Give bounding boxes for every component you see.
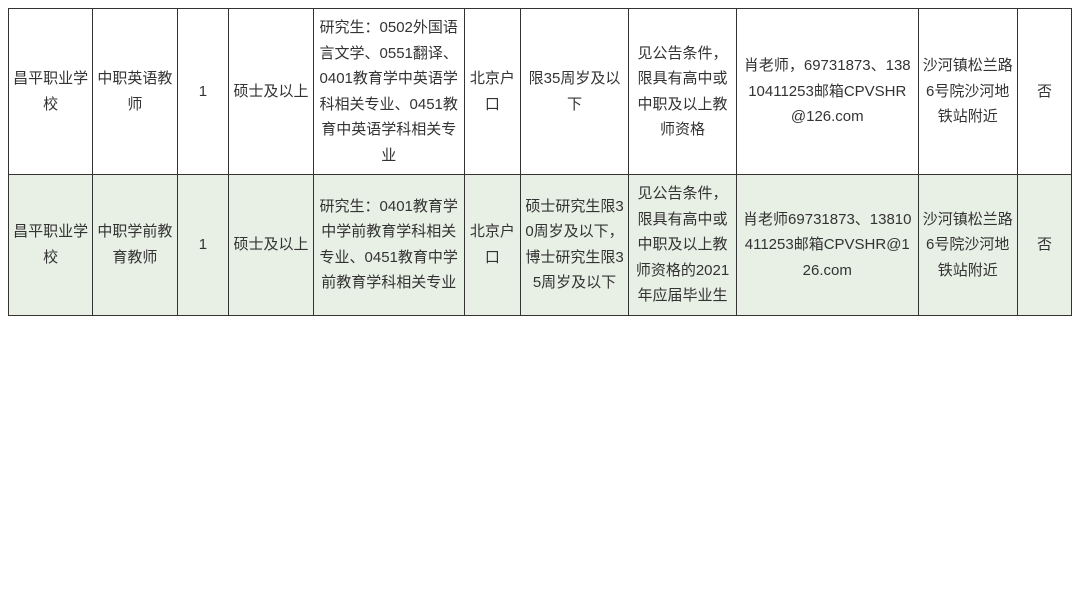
cell-degree: 硕士及以上 (229, 175, 313, 316)
cell-address: 沙河镇松兰路6号院沙河地铁站附近 (918, 9, 1017, 175)
cell-school: 昌平职业学校 (9, 9, 93, 175)
cell-contact: 肖老师69731873、13810411253邮箱CPVSHR@126.com (737, 175, 918, 316)
cell-contact: 肖老师，69731873、13810411253邮箱CPVSHR@126.com (737, 9, 918, 175)
cell-hukou: 北京户口 (464, 175, 520, 316)
cell-age: 硕士研究生限30周岁及以下，博士研究生限35周岁及以下 (521, 175, 629, 316)
cell-hukou: 北京户口 (464, 9, 520, 175)
cell-flag: 否 (1017, 9, 1071, 175)
cell-flag: 否 (1017, 175, 1071, 316)
cell-degree: 硕士及以上 (229, 9, 313, 175)
cell-major: 研究生：0502外国语言文学、0551翻译、0401教育学中英语学科相关专业、0… (313, 9, 464, 175)
recruitment-table: 昌平职业学校 中职英语教师 1 硕士及以上 研究生：0502外国语言文学、055… (8, 8, 1072, 316)
cell-requirement: 见公告条件，限具有高中或中职及以上教师资格的2021年应届毕业生 (629, 175, 737, 316)
cell-age: 限35周岁及以下 (521, 9, 629, 175)
cell-address: 沙河镇松兰路6号院沙河地铁站附近 (918, 175, 1017, 316)
table-row: 昌平职业学校 中职学前教育教师 1 硕士及以上 研究生：0401教育学中学前教育… (9, 175, 1072, 316)
cell-count: 1 (177, 175, 229, 316)
cell-major: 研究生：0401教育学中学前教育学科相关专业、0451教育中学前教育学科相关专业 (313, 175, 464, 316)
cell-count: 1 (177, 9, 229, 175)
table-row: 昌平职业学校 中职英语教师 1 硕士及以上 研究生：0502外国语言文学、055… (9, 9, 1072, 175)
cell-position: 中职学前教育教师 (93, 175, 177, 316)
cell-position: 中职英语教师 (93, 9, 177, 175)
cell-requirement: 见公告条件，限具有高中或中职及以上教师资格 (629, 9, 737, 175)
cell-school: 昌平职业学校 (9, 175, 93, 316)
